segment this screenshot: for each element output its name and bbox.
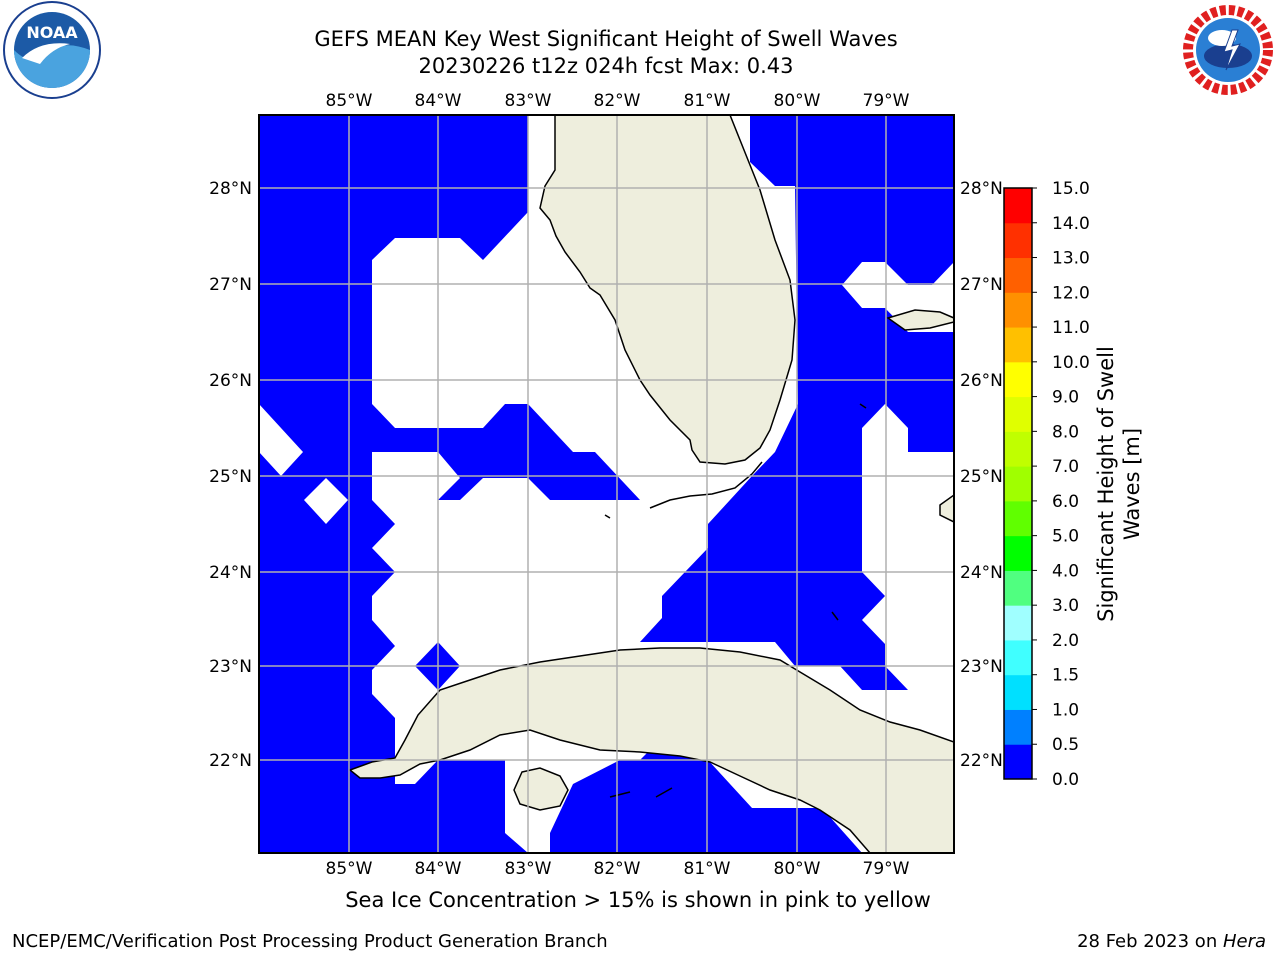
- colorbar-segment: [1004, 605, 1032, 640]
- colorbar: 0.0 0.5 1.0 1.5 2.0 3.0 4.0 5.0 6.0 7.0 8.0 9.0 10.0…: [1004, 179, 1090, 790]
- lon-label-top: 80°W: [774, 91, 821, 111]
- lon-label-top: 81°W: [684, 91, 731, 111]
- lon-label-top: 79°W: [863, 91, 910, 111]
- lat-label-left: 27°N: [209, 275, 252, 295]
- colorbar-tick-label: 5.0: [1052, 527, 1079, 547]
- lat-label-left: 22°N: [209, 751, 252, 771]
- lon-label-top: 83°W: [505, 91, 552, 111]
- colorbar-tick-label: 13.0: [1052, 249, 1090, 269]
- colorbar-segment: [1004, 188, 1032, 223]
- colorbar-segment: [1004, 327, 1032, 362]
- colorbar-tick-label: 3.0: [1052, 596, 1079, 616]
- colorbar-segment: [1004, 570, 1032, 605]
- colorbar-segment: [1004, 362, 1032, 397]
- colorbar-segment: [1004, 675, 1032, 710]
- colorbar-tick-label: 7.0: [1052, 457, 1079, 477]
- lon-label-top: 82°W: [594, 91, 641, 111]
- colorbar-tick-label: 12.0: [1052, 283, 1090, 303]
- colorbar-segment: [1004, 709, 1032, 744]
- lon-label-bottom: 79°W: [863, 859, 910, 879]
- lon-label-bottom: 83°W: [505, 859, 552, 879]
- lon-label-bottom: 82°W: [594, 859, 641, 879]
- lat-label-left: 25°N: [209, 467, 252, 487]
- footer-credit: NCEP/EMC/Verification Post Processing Pr…: [12, 931, 608, 952]
- lat-label-left: 28°N: [209, 179, 252, 199]
- colorbar-segment: [1004, 258, 1032, 293]
- footer-date: 28 Feb 2023 on Hera: [1077, 931, 1266, 952]
- lat-label-right: 26°N: [960, 371, 1003, 391]
- colorbar-segment: [1004, 536, 1032, 571]
- lat-label-right: 22°N: [960, 751, 1003, 771]
- colorbar-tick-label: 8.0: [1052, 422, 1079, 442]
- map-panel: 85°W 84°W 83°W 82°W 81°W 80°W 79°W 85°W …: [0, 0, 1280, 960]
- colorbar-tick-label: 15.0: [1052, 179, 1090, 199]
- colorbar-tick-label: 2.0: [1052, 631, 1079, 651]
- lon-label-bottom: 85°W: [326, 859, 373, 879]
- colorbar-label: Significant Height of SwellWaves [m]: [1094, 346, 1144, 622]
- lat-label-left: 24°N: [209, 563, 252, 583]
- lat-label-right: 28°N: [960, 179, 1003, 199]
- colorbar-tick-label: 4.0: [1052, 561, 1079, 581]
- colorbar-tick-label: 0.5: [1052, 735, 1079, 755]
- lon-label-top: 85°W: [326, 91, 373, 111]
- lat-label-right: 25°N: [960, 467, 1003, 487]
- lon-label-top: 84°W: [415, 91, 462, 111]
- colorbar-segment: [1004, 397, 1032, 432]
- colorbar-segment: [1004, 292, 1032, 327]
- colorbar-segment: [1004, 501, 1032, 536]
- colorbar-segment: [1004, 431, 1032, 466]
- lon-label-bottom: 81°W: [684, 859, 731, 879]
- footer-date-text: 28 Feb 2023 on: [1077, 931, 1223, 952]
- lat-label-left: 23°N: [209, 657, 252, 677]
- sea-ice-note: Sea Ice Concentration > 15% is shown in …: [258, 888, 1018, 912]
- lat-label-right: 23°N: [960, 657, 1003, 677]
- colorbar-tick-label: 1.5: [1052, 666, 1079, 686]
- colorbar-tick-label: 14.0: [1052, 214, 1090, 234]
- colorbar-tick-label: 0.0: [1052, 770, 1079, 790]
- lon-label-bottom: 80°W: [774, 859, 821, 879]
- colorbar-tick-label: 6.0: [1052, 492, 1079, 512]
- colorbar-segment: [1004, 744, 1032, 779]
- footer-host: Hera: [1223, 931, 1266, 952]
- colorbar-segment: [1004, 640, 1032, 675]
- lat-label-right: 27°N: [960, 275, 1003, 295]
- colorbar-tick-label: 9.0: [1052, 388, 1079, 408]
- colorbar-tick-label: 10.0: [1052, 353, 1090, 373]
- colorbar-tick-label: 11.0: [1052, 318, 1090, 338]
- lon-label-bottom: 84°W: [415, 859, 462, 879]
- lat-label-right: 24°N: [960, 563, 1003, 583]
- colorbar-tick-label: 1.0: [1052, 700, 1079, 720]
- colorbar-segment: [1004, 223, 1032, 258]
- lat-label-left: 26°N: [209, 371, 252, 391]
- colorbar-segment: [1004, 466, 1032, 501]
